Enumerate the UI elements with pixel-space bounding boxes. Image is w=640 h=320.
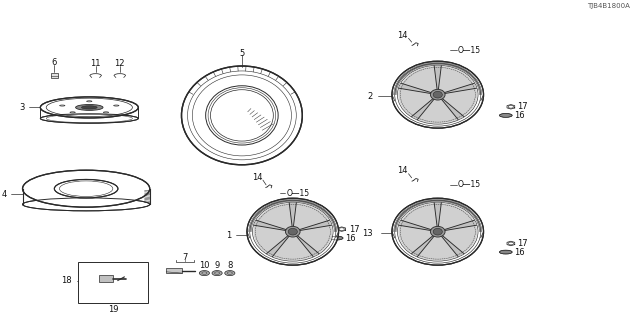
Text: 6: 6 bbox=[52, 58, 57, 67]
Text: 17: 17 bbox=[349, 225, 359, 234]
Polygon shape bbox=[442, 236, 464, 257]
Text: O—15: O—15 bbox=[287, 189, 310, 198]
Text: 5: 5 bbox=[239, 49, 244, 58]
Text: 13: 13 bbox=[362, 229, 373, 238]
Ellipse shape bbox=[60, 105, 65, 106]
Text: 17: 17 bbox=[517, 102, 528, 111]
Ellipse shape bbox=[431, 226, 445, 237]
Circle shape bbox=[225, 270, 235, 276]
Ellipse shape bbox=[398, 66, 477, 124]
Circle shape bbox=[212, 270, 222, 276]
Ellipse shape bbox=[288, 228, 298, 235]
Polygon shape bbox=[442, 99, 464, 120]
Ellipse shape bbox=[285, 226, 300, 237]
Polygon shape bbox=[412, 236, 434, 257]
Polygon shape bbox=[412, 99, 434, 120]
Polygon shape bbox=[254, 220, 286, 230]
Ellipse shape bbox=[54, 180, 118, 198]
Text: 9: 9 bbox=[214, 261, 220, 270]
Text: TJB4B1800A: TJB4B1800A bbox=[587, 3, 630, 9]
Ellipse shape bbox=[330, 236, 343, 240]
Text: 8: 8 bbox=[227, 261, 232, 270]
Text: 1: 1 bbox=[226, 230, 231, 240]
Polygon shape bbox=[289, 203, 296, 226]
Ellipse shape bbox=[249, 232, 337, 244]
Polygon shape bbox=[399, 83, 431, 93]
Polygon shape bbox=[296, 236, 319, 257]
Ellipse shape bbox=[499, 114, 512, 117]
Ellipse shape bbox=[433, 91, 442, 98]
Text: 10: 10 bbox=[199, 261, 210, 270]
Bar bbox=[51, 73, 58, 78]
Ellipse shape bbox=[392, 61, 484, 128]
Text: 16: 16 bbox=[345, 234, 356, 243]
Ellipse shape bbox=[392, 198, 484, 265]
Ellipse shape bbox=[394, 232, 482, 244]
Ellipse shape bbox=[394, 95, 482, 107]
Ellipse shape bbox=[103, 112, 109, 113]
Ellipse shape bbox=[499, 250, 512, 254]
Ellipse shape bbox=[182, 66, 302, 165]
Ellipse shape bbox=[22, 170, 150, 207]
Text: O—15: O—15 bbox=[458, 45, 481, 55]
Ellipse shape bbox=[253, 203, 332, 260]
Text: O—15: O—15 bbox=[458, 180, 481, 189]
Polygon shape bbox=[444, 220, 477, 230]
Circle shape bbox=[199, 270, 209, 276]
Ellipse shape bbox=[398, 203, 477, 260]
Polygon shape bbox=[300, 220, 332, 230]
Text: 2: 2 bbox=[367, 92, 373, 101]
Polygon shape bbox=[444, 83, 477, 93]
Ellipse shape bbox=[114, 105, 119, 106]
Ellipse shape bbox=[22, 198, 150, 211]
Text: 7: 7 bbox=[182, 253, 188, 262]
Text: 19: 19 bbox=[108, 305, 118, 314]
Ellipse shape bbox=[76, 105, 103, 110]
Ellipse shape bbox=[433, 228, 442, 235]
Polygon shape bbox=[399, 220, 431, 230]
Text: 18: 18 bbox=[61, 276, 72, 285]
Text: 16: 16 bbox=[514, 248, 525, 257]
Polygon shape bbox=[434, 203, 442, 226]
Bar bbox=[166, 268, 182, 273]
Ellipse shape bbox=[40, 114, 138, 123]
Text: 3: 3 bbox=[19, 103, 24, 112]
Text: 14: 14 bbox=[397, 31, 408, 40]
Text: 17: 17 bbox=[517, 239, 528, 248]
Ellipse shape bbox=[40, 97, 138, 118]
Ellipse shape bbox=[81, 106, 97, 109]
Text: 4: 4 bbox=[1, 190, 6, 199]
Ellipse shape bbox=[247, 198, 339, 265]
Text: 14: 14 bbox=[397, 166, 408, 175]
Ellipse shape bbox=[431, 89, 445, 100]
Polygon shape bbox=[434, 66, 442, 89]
Text: 12: 12 bbox=[115, 59, 125, 68]
Ellipse shape bbox=[70, 112, 76, 113]
Text: 11: 11 bbox=[90, 59, 101, 68]
Bar bbox=[99, 275, 113, 282]
Ellipse shape bbox=[86, 101, 92, 102]
Text: 14: 14 bbox=[253, 173, 263, 182]
Polygon shape bbox=[266, 236, 289, 257]
Bar bbox=[79, 262, 148, 303]
Text: 16: 16 bbox=[514, 111, 525, 120]
